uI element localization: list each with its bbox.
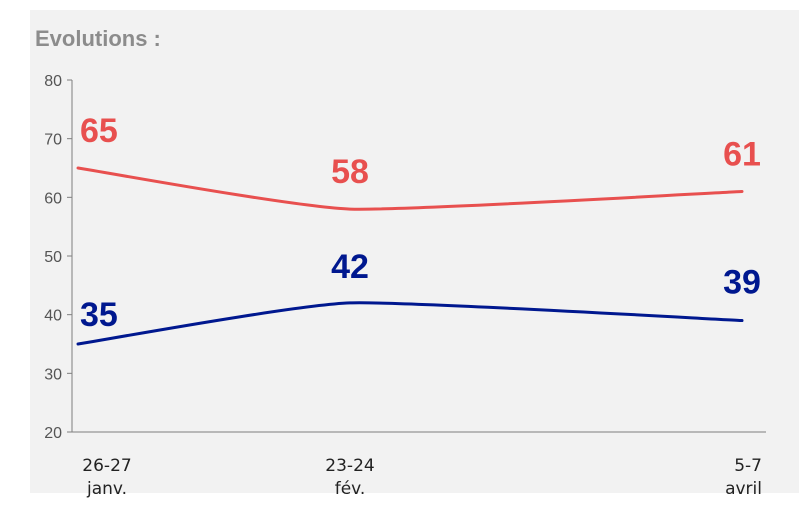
data-label: 65 bbox=[80, 112, 118, 150]
y-tick-label: 80 bbox=[44, 73, 62, 90]
x-tick-label-sub: janv. bbox=[86, 479, 127, 499]
series-line-2 bbox=[76, 301, 744, 346]
series-line-1 bbox=[76, 166, 744, 211]
x-tick-label: 5-7 bbox=[734, 456, 762, 476]
y-tick-label: 50 bbox=[44, 249, 62, 266]
x-tick-label: 23-24 bbox=[325, 456, 374, 476]
chart-panel bbox=[30, 10, 799, 493]
data-label: 35 bbox=[80, 296, 118, 334]
x-tick-label-sub: fév. bbox=[335, 479, 366, 499]
x-tick-label-sub: avril bbox=[725, 479, 762, 499]
x-axis: 26-27 janv. 23-24 fév. 5-7 avril bbox=[72, 431, 766, 499]
data-label: 39 bbox=[723, 264, 761, 302]
data-label: 58 bbox=[331, 153, 369, 191]
chart-title: Evolutions : bbox=[35, 26, 161, 51]
data-labels: 65 58 61 35 42 39 bbox=[80, 112, 761, 334]
y-tick-label: 40 bbox=[44, 308, 62, 325]
y-tick-label: 70 bbox=[44, 132, 62, 149]
series-lines bbox=[76, 166, 744, 346]
data-label: 42 bbox=[331, 248, 369, 286]
y-tick-label: 30 bbox=[44, 366, 62, 383]
y-tick-label: 60 bbox=[44, 190, 62, 207]
x-tick-label: 26-27 bbox=[82, 456, 131, 476]
data-label: 61 bbox=[723, 135, 761, 173]
y-tick-label: 20 bbox=[44, 425, 62, 442]
y-axis: 20 30 40 50 60 70 80 bbox=[44, 73, 73, 442]
